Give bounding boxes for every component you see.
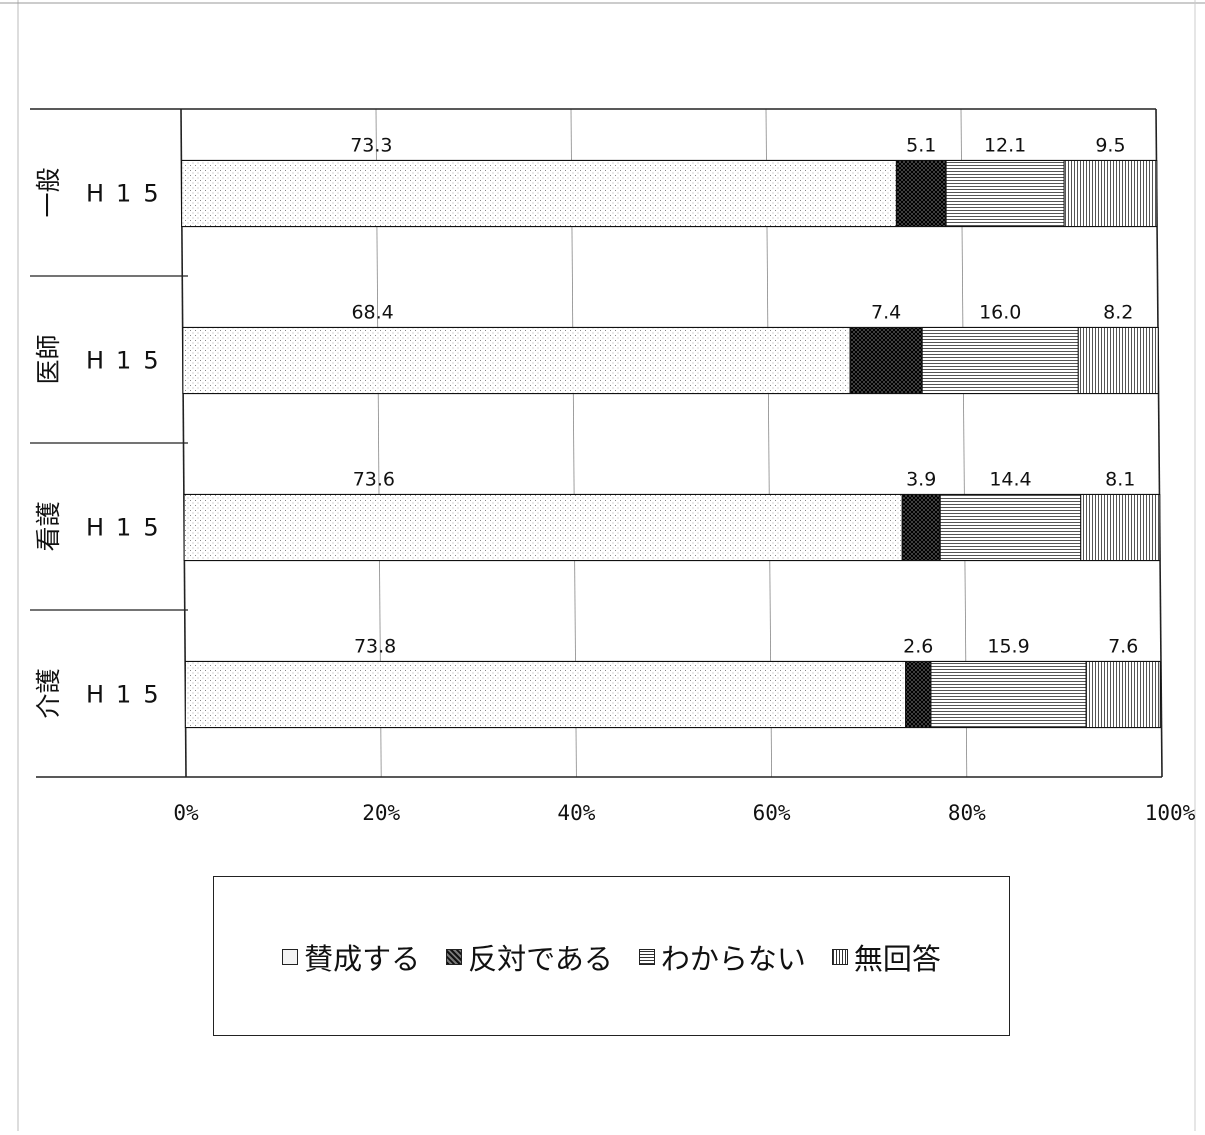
x-tick-label: 60% [753, 801, 791, 825]
legend-swatch-oppose [446, 949, 463, 965]
category-label: 一般 [34, 167, 63, 217]
legend-label-no-answer: 無回答 [853, 942, 941, 976]
data-label: 12.1 [984, 135, 1026, 157]
x-tick-label: 20% [362, 801, 400, 825]
bar-segment [895, 160, 947, 227]
category-label: 看護 [34, 501, 63, 551]
category-label: 医師 [34, 334, 63, 384]
row-label: H15 [86, 681, 171, 709]
data-label: 7.6 [1108, 636, 1138, 658]
legend-swatch-agree [282, 949, 299, 965]
x-tick-label: 80% [948, 801, 986, 825]
plot-background [181, 109, 1162, 777]
data-label: 5.1 [906, 135, 936, 157]
data-label: 68.4 [351, 302, 393, 324]
legend-label-oppose: 反対である [468, 942, 613, 976]
legend-item-unknown: わからない [638, 936, 806, 978]
data-label: 9.5 [1095, 135, 1125, 157]
row-label: H15 [86, 514, 171, 542]
row-label: H15 [86, 347, 171, 375]
legend-label-agree: 賛成する [304, 942, 421, 976]
bar-segment [1080, 494, 1161, 561]
x-tick-label: 100% [1145, 801, 1196, 825]
bar-segment [901, 494, 941, 561]
bar-segment [184, 661, 907, 728]
legend-item-agree: 賛成する [282, 936, 420, 978]
data-label: 8.2 [1103, 302, 1133, 324]
category-label: 介護 [34, 668, 63, 718]
bar-segment [183, 494, 903, 561]
x-tick-label: 0% [173, 801, 199, 825]
bar-segment [182, 327, 851, 394]
legend-swatch-unknown [638, 949, 655, 965]
bar-segment [921, 327, 1079, 394]
bar-segment [945, 160, 1065, 227]
legend-swatch-no-answer [831, 949, 848, 965]
bar-segment [181, 160, 897, 227]
data-label: 73.6 [353, 469, 395, 491]
legend-row: 賛成する 反対である わからない 無回答 [214, 935, 1009, 979]
legend: 賛成する 反対である わからない 無回答 [213, 876, 1010, 1036]
data-label: 14.4 [989, 469, 1031, 491]
data-label: 7.4 [871, 302, 901, 324]
data-label: 73.3 [350, 135, 392, 157]
legend-item-oppose: 反対である [446, 936, 613, 978]
bar-segment [1063, 160, 1158, 227]
bar-segment [1077, 327, 1159, 394]
data-label: 15.9 [987, 636, 1029, 658]
data-label: 16.0 [979, 302, 1021, 324]
bar-segment [905, 661, 932, 728]
bar-segment [849, 327, 923, 394]
bar-segment [1085, 661, 1161, 728]
x-tick-label: 40% [557, 801, 595, 825]
row-label: H15 [86, 180, 171, 208]
data-label: 2.6 [903, 636, 933, 658]
legend-label-unknown: わからない [660, 942, 806, 976]
bar-segment [939, 494, 1082, 561]
data-label: 73.8 [354, 636, 396, 658]
data-label: 3.9 [906, 469, 936, 491]
data-label: 8.1 [1105, 469, 1135, 491]
legend-item-no-answer: 無回答 [831, 936, 941, 978]
plot-area: 73.3 5.1 12.1 9.5 一般 H15 68.4 7.4 16.0 8.2 医師 H15 73… [30, 108, 1196, 825]
bar-segment [930, 661, 1087, 728]
